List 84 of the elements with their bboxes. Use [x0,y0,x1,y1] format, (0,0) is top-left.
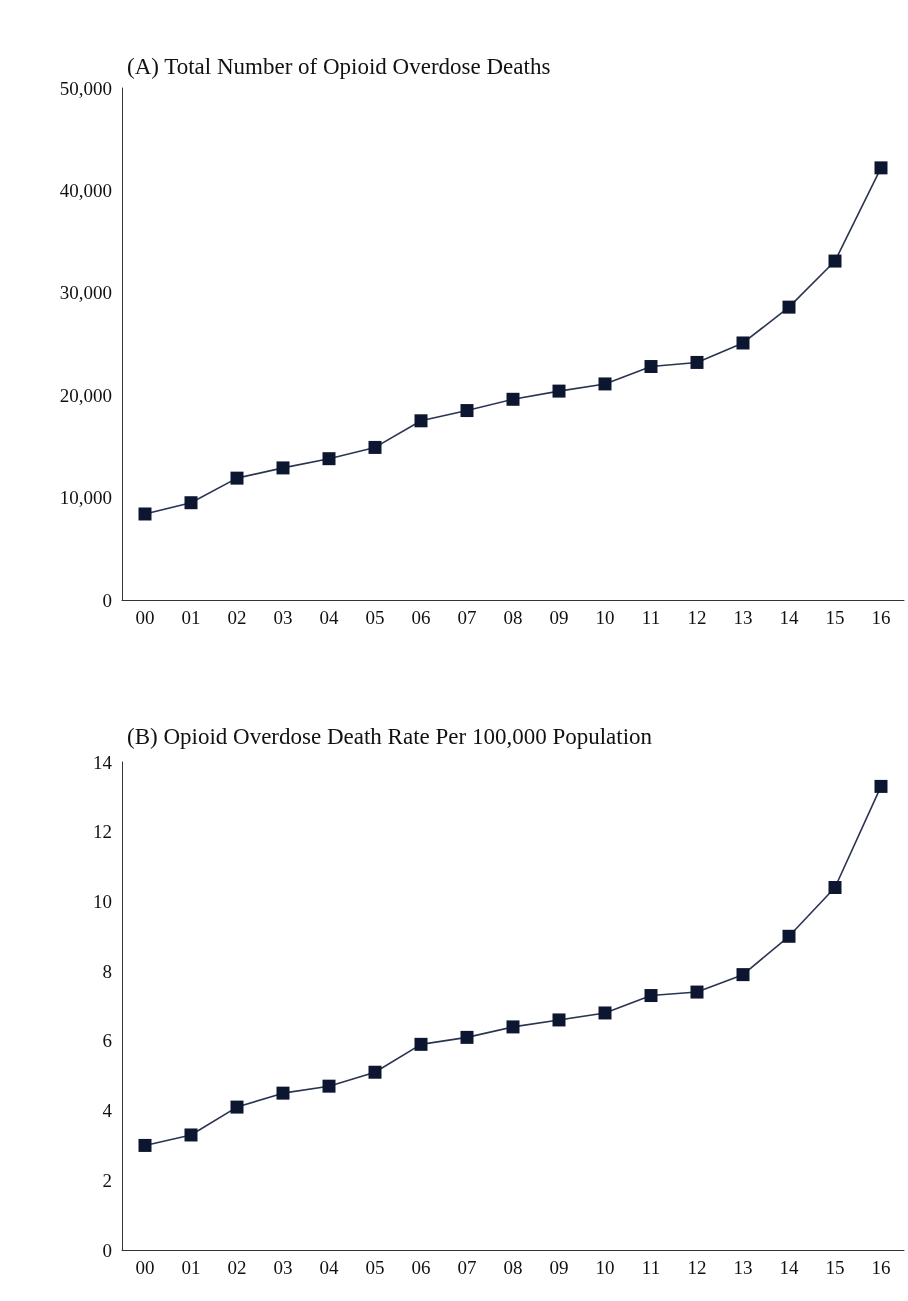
x-tick-label: 10 [595,1257,615,1278]
point [828,254,842,268]
point [828,880,842,894]
point [414,1037,428,1051]
x-tick-label: 01 [181,1257,201,1278]
point [230,1100,244,1114]
x-tick-label: 14 [779,607,799,628]
y-tick-label: 20,000 [59,384,112,406]
x-tick-label: 15 [825,1257,845,1278]
x-tick-label: 07 [457,1257,477,1278]
x-tick-label: 08 [503,607,523,628]
x-tick-label: 12 [687,607,707,628]
x-tick-label: 09 [549,607,569,628]
x-tick-label: 15 [825,607,845,628]
point [598,377,612,391]
x-tick-label: 06 [411,607,431,628]
x-tick-label: 03 [273,1257,293,1278]
point [138,507,152,521]
x-tick-label: 07 [457,607,477,628]
y-tick-label: 8 [102,960,112,982]
x-tick-label: 10 [595,607,615,628]
point [276,461,290,475]
point [184,1128,198,1142]
point [552,1013,566,1027]
y-tick-label: 2 [102,1169,112,1191]
y-tick-label: 30,000 [59,282,112,304]
y-tick-label: 10 [93,890,112,912]
point [368,440,382,454]
x-tick-label: 00 [135,607,155,628]
point [506,392,520,406]
x-tick-label: 04 [319,1257,339,1278]
x-tick-label: 03 [273,607,293,628]
x-tick-label: 16 [871,607,891,628]
x-tick-label: 08 [503,1257,523,1278]
y-tick-label: 14 [93,751,113,773]
x-tick-label: 02 [227,1257,247,1278]
point [782,929,796,943]
point [598,1006,612,1020]
point [644,360,658,374]
y-tick-label: 0 [102,1239,112,1261]
x-tick-label: 11 [641,1257,661,1278]
point [782,300,796,314]
point [414,414,428,428]
point [644,989,658,1003]
point [460,404,474,418]
point [874,779,888,793]
x-tick-label: 01 [181,607,201,628]
point [276,1086,290,1100]
x-tick-label: 09 [549,1257,569,1278]
x-tick-label: 13 [733,607,753,628]
point [690,985,704,999]
x-tick-label: 16 [871,1257,891,1278]
x-tick-label: 06 [411,1257,431,1278]
point [460,1030,474,1044]
y-tick-label: 6 [102,1030,112,1052]
y-tick-label: 40,000 [59,179,112,201]
point [322,1079,336,1093]
point [368,1065,382,1079]
point [230,471,244,485]
chart-title: (B) Opioid Overdose Death Rate Per 100,000 Population [127,724,653,749]
x-tick-label: 04 [319,607,339,628]
x-tick-label: 02 [227,607,247,628]
x-tick-label: 12 [687,1257,707,1278]
point [506,1020,520,1034]
point [690,355,704,369]
point [736,336,750,350]
y-tick-label: 12 [93,821,112,843]
y-tick-label: 0 [102,589,112,611]
x-tick-label: 13 [733,1257,753,1278]
y-tick-label: 10,000 [59,487,112,509]
point [874,161,888,175]
point [322,452,336,466]
x-tick-label: 00 [135,1257,155,1278]
point [138,1138,152,1152]
x-tick-label: 14 [779,1257,799,1278]
point [552,384,566,398]
x-tick-label: 05 [365,1257,385,1278]
y-tick-label: 50,000 [59,77,112,99]
x-tick-label: 05 [365,607,385,628]
point [184,496,198,510]
point [736,968,750,982]
chart-title: (A) Total Number of Opioid Overdose Deaths [127,54,551,79]
y-tick-label: 4 [102,1100,113,1122]
x-tick-label: 11 [641,607,661,628]
